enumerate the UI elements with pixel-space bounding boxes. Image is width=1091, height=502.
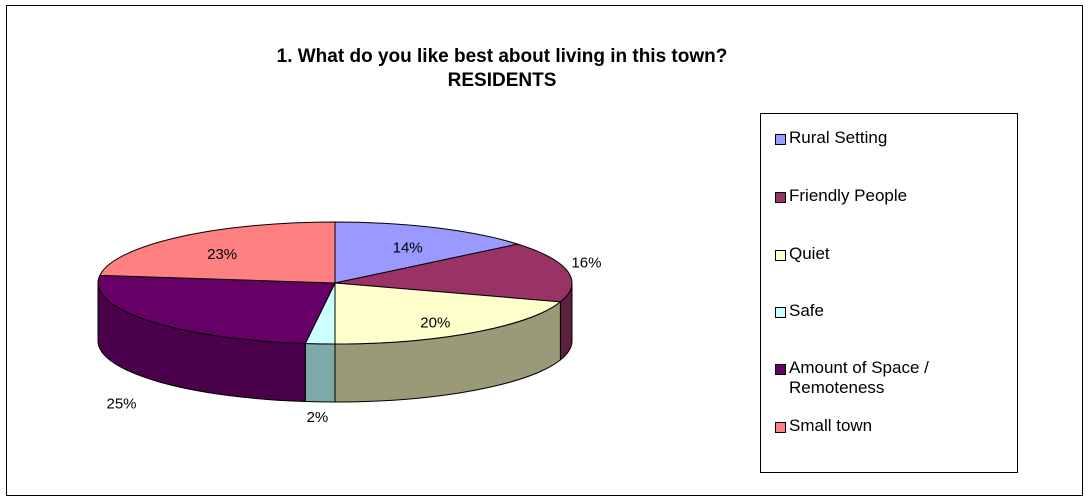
legend-label: Friendly People: [789, 186, 908, 205]
legend-item-safe: Safe: [775, 301, 989, 321]
pie-side-safe: [304, 343, 336, 403]
legend-item-amount-of-space: Amount of Space / Remoteness: [775, 358, 989, 398]
pie-slice-small-town: [99, 221, 336, 284]
legend-label: Safe: [789, 301, 824, 320]
data-label-quiet: 20%: [420, 315, 450, 332]
data-label-friendly-people: 16%: [571, 255, 601, 272]
chart-title-line2: RESIDENTS: [448, 70, 557, 91]
pie-slice-quiet: [334, 282, 562, 345]
legend-item-quiet: Quiet: [775, 244, 989, 264]
legend-swatch: [775, 422, 786, 433]
legend-item-friendly-people: Friendly People: [775, 186, 989, 206]
legend-swatch: [775, 364, 786, 375]
data-label-small-town: 23%: [207, 246, 237, 263]
pie-slice-rural-setting: [334, 221, 520, 284]
chart-title-line1: 1. What do you like best about living in…: [277, 46, 728, 67]
legend-swatch: [775, 134, 786, 145]
data-label-rural-setting: 14%: [393, 239, 423, 256]
legend-swatch: [775, 192, 786, 203]
pie-chart: 1. What do you like best about living in…: [97, 46, 728, 426]
legend-item-small-town: Small town: [775, 416, 989, 436]
legend-swatch: [775, 250, 786, 261]
data-label-amount-of-space-remoteness: 25%: [107, 396, 137, 413]
pie-labels: 14% 16% 20% 2% 25% 23%: [107, 239, 602, 426]
chart-area: 1. What do you like best about living in…: [6, 5, 1083, 496]
legend-swatch: [775, 307, 786, 318]
legend-label: Amount of Space / Remoteness: [789, 358, 929, 397]
data-label-safe: 2%: [307, 409, 329, 426]
pie-slice-amount-of-space-remoteness: [97, 274, 336, 345]
legend-label: Quiet: [789, 244, 830, 263]
legend: Rural Setting Friendly People Quiet Safe…: [760, 113, 1018, 473]
legend-item-rural-setting: Rural Setting: [775, 128, 989, 148]
pie-slice-friendly-people: [334, 243, 573, 303]
legend-label: Small town: [789, 416, 873, 435]
legend-label: Rural Setting: [789, 128, 888, 147]
pie-tops: [97, 221, 573, 345]
